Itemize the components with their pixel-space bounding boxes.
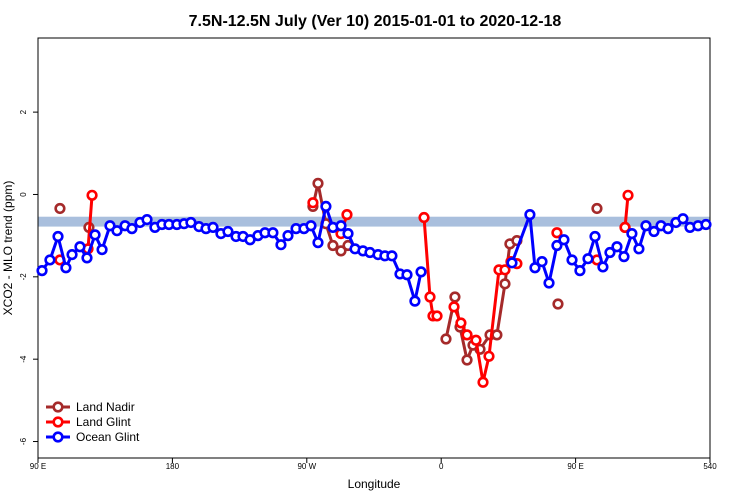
data-point: [461, 354, 473, 366]
data-point: [341, 209, 353, 221]
y-tick-label: 0: [19, 192, 28, 197]
plot-frame: [37, 37, 711, 459]
data-point: [81, 252, 93, 264]
data-point: [622, 189, 634, 201]
x-tick-label: 90 W: [297, 462, 316, 471]
data-point: [409, 295, 421, 307]
data-point: [477, 376, 489, 388]
data-point: [418, 211, 430, 224]
data-point: [626, 227, 638, 240]
data-point: [648, 225, 660, 238]
data-point: [401, 269, 413, 281]
data-point: [335, 245, 347, 257]
legend-marker: [52, 416, 64, 428]
data-point: [499, 264, 511, 276]
data-point: [582, 253, 594, 265]
y-axis-label: XCO2 - MLO trend (ppm): [1, 181, 15, 316]
data-point: [491, 329, 503, 341]
x-tick-label: 0: [439, 462, 444, 471]
data-point: [597, 261, 609, 273]
x-tick-label: 180: [166, 462, 180, 471]
data-point: [327, 239, 339, 252]
data-point: [415, 266, 427, 278]
data-point: [662, 223, 674, 235]
data-point: [312, 177, 324, 189]
x-tick-label: 540: [703, 462, 717, 471]
data-point: [677, 213, 689, 225]
data-point: [618, 251, 630, 263]
data-point: [552, 298, 564, 310]
y-tick-label: -6: [19, 437, 28, 445]
data-point: [448, 301, 460, 313]
reference-band: [38, 216, 710, 227]
data-point: [275, 239, 287, 251]
x-tick-label: 90 E: [567, 462, 583, 471]
data-point: [566, 254, 578, 266]
legend-label: Ocean Glint: [76, 430, 140, 444]
data-point: [499, 278, 511, 290]
data-point: [222, 225, 234, 238]
data-point: [619, 221, 631, 234]
data-point: [483, 350, 495, 362]
data-point: [633, 243, 645, 255]
data-point: [700, 218, 712, 231]
data-point: [470, 334, 482, 346]
data-point: [449, 291, 461, 303]
data-point: [589, 230, 601, 243]
data-point: [604, 246, 616, 259]
data-point: [60, 262, 72, 274]
data-point: [424, 291, 436, 303]
data-point: [524, 209, 536, 221]
data-point: [52, 230, 64, 243]
legend-label: Land Nadir: [76, 400, 135, 414]
data-point: [307, 197, 319, 209]
data-point: [282, 230, 294, 242]
data-point: [111, 225, 123, 237]
data-point: [74, 241, 86, 253]
data-point: [267, 227, 279, 239]
y-tick-label: 2: [19, 109, 28, 114]
data-point: [543, 277, 555, 289]
data-point: [461, 329, 473, 341]
data-point: [335, 220, 347, 232]
data-point: [66, 248, 78, 261]
data-point: [342, 227, 354, 240]
data-point: [104, 220, 116, 232]
data-point: [36, 265, 48, 277]
data-point: [611, 241, 623, 253]
data-point: [551, 227, 563, 239]
data-point: [126, 223, 138, 235]
data-point: [320, 200, 332, 213]
data-point: [574, 265, 586, 277]
data-point: [96, 244, 108, 256]
x-tick-label: 90 E: [30, 462, 46, 471]
y-tick-label: -2: [19, 273, 28, 281]
legend-marker: [52, 431, 64, 443]
data-point: [86, 189, 98, 201]
x-axis-label: Longitude: [348, 477, 401, 491]
data-point: [89, 229, 101, 241]
data-point: [305, 220, 317, 232]
data-point: [640, 220, 652, 232]
data-point: [431, 310, 443, 322]
data-point: [312, 237, 324, 249]
y-tick-label: -4: [19, 355, 28, 363]
chart-title: 7.5N-12.5N July (Ver 10) 2015-01-01 to 2…: [189, 13, 562, 30]
data-point: [506, 257, 518, 269]
data-point: [591, 202, 603, 215]
legend-marker: [52, 401, 64, 413]
legend-label: Land Glint: [76, 415, 131, 429]
data-point: [536, 255, 548, 268]
data-point: [54, 202, 66, 215]
data-point: [207, 221, 219, 234]
data-point: [529, 262, 541, 274]
data-point: [44, 254, 56, 266]
data-point: [558, 234, 570, 246]
data-point: [455, 317, 467, 329]
data-point: [440, 333, 452, 345]
data-point: [551, 239, 563, 252]
data-point: [141, 213, 153, 226]
data-point: [386, 250, 398, 262]
